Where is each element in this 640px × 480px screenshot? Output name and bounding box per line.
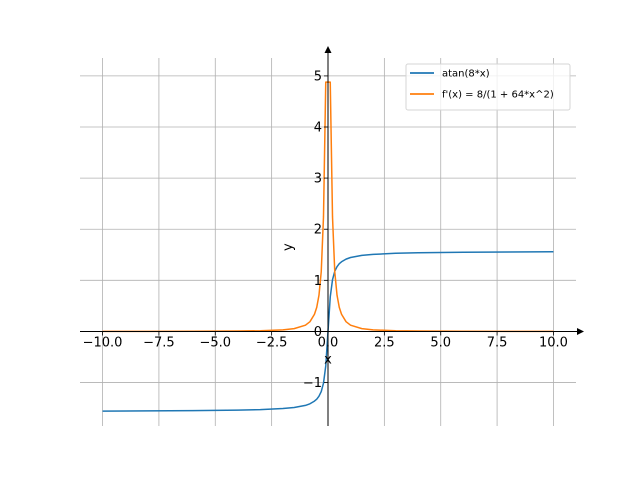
legend: atan(8*x) f'(x) = 8/(1 + 64*x^2) (405, 63, 571, 111)
legend-box (405, 63, 571, 111)
y-tick-label: 3 (314, 172, 322, 187)
x-tick-label: 0.0 (318, 335, 339, 350)
x-tick-label: 7.5 (487, 335, 508, 350)
ticks: −10.0 −7.5 −5.0 −2.5 0.0 2.5 5.0 7.5 10.0 −1 0 1 2 3 4… (83, 69, 568, 391)
x-tick-label: 10.0 (539, 335, 568, 350)
y-tick-label: 4 (314, 121, 322, 136)
y-tick-label: 1 (314, 274, 322, 289)
legend-entries: atan(8*x) f'(x) = 8/(1 + 64*x^2) (410, 69, 554, 101)
axes (80, 46, 584, 426)
y-tick-label: 2 (314, 223, 322, 238)
x-tick-label: −5.0 (199, 335, 231, 350)
x-tick-label: −2.5 (256, 335, 288, 350)
legend-label: atan(8*x) (442, 69, 490, 80)
x-tick-label: 2.5 (374, 335, 395, 350)
x-tick-label: −10.0 (83, 335, 123, 350)
legend-label: f'(x) = 8/(1 + 64*x^2) (442, 90, 554, 101)
x-axis-label: x (324, 352, 332, 367)
x-tick-label: 5.0 (430, 335, 451, 350)
x-tick-label: −7.5 (143, 335, 175, 350)
y-tick-label: −1 (303, 376, 322, 391)
y-axis-label: y (281, 243, 296, 251)
y-axis-arrow-icon (324, 46, 332, 53)
x-axis-arrow-icon (577, 327, 584, 335)
y-tick-label: 5 (314, 69, 322, 84)
y-tick-label: 0 (314, 325, 322, 340)
